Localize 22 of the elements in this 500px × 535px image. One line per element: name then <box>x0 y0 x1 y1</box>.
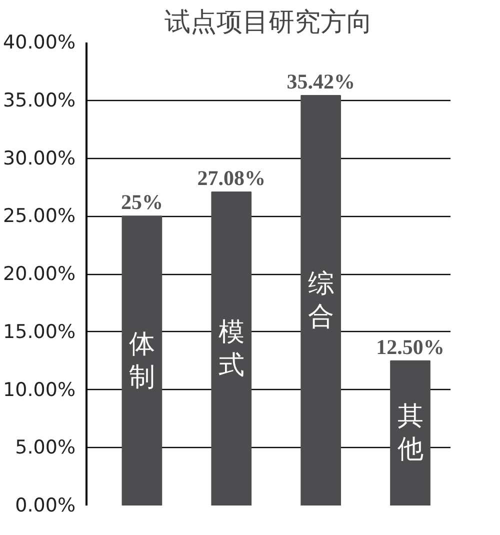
x-tick-label: 综合 <box>308 269 334 332</box>
bar <box>122 216 162 506</box>
y-tick-label: 40.00% <box>3 32 76 54</box>
bar <box>211 192 252 506</box>
y-tick-label: 5.00% <box>15 436 76 459</box>
data-label: 12.50% <box>376 334 444 359</box>
y-tick-label: 25.00% <box>3 205 76 228</box>
y-tick-label: 15.00% <box>3 320 76 343</box>
bar <box>300 95 341 506</box>
y-tick-label: 30.00% <box>3 147 76 170</box>
data-label: 27.08% <box>197 166 266 190</box>
y-tick-label: 0.00% <box>15 494 76 516</box>
bar <box>390 360 430 506</box>
data-label: 25% <box>120 190 163 214</box>
x-tick-label: 其他 <box>397 402 424 465</box>
y-tick-label: 35.00% <box>3 89 76 112</box>
data-label: 35.42% <box>286 70 355 94</box>
chart-title: 试点项目研究方向 <box>164 8 372 38</box>
x-tick-label: 体制 <box>128 329 155 392</box>
y-tick-label: 10.00% <box>3 378 76 401</box>
x-tick-label: 模式 <box>218 317 244 380</box>
y-tick-label: 20.00% <box>3 263 76 285</box>
